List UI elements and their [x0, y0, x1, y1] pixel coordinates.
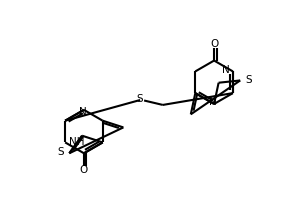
Text: O: O: [80, 165, 88, 175]
Text: N: N: [79, 107, 87, 117]
Text: NH: NH: [69, 137, 85, 147]
Text: O: O: [210, 39, 218, 49]
Text: N: N: [209, 97, 217, 107]
Text: S: S: [137, 94, 143, 104]
Text: S: S: [245, 75, 252, 85]
Text: N: N: [222, 65, 230, 75]
Text: S: S: [58, 147, 64, 157]
